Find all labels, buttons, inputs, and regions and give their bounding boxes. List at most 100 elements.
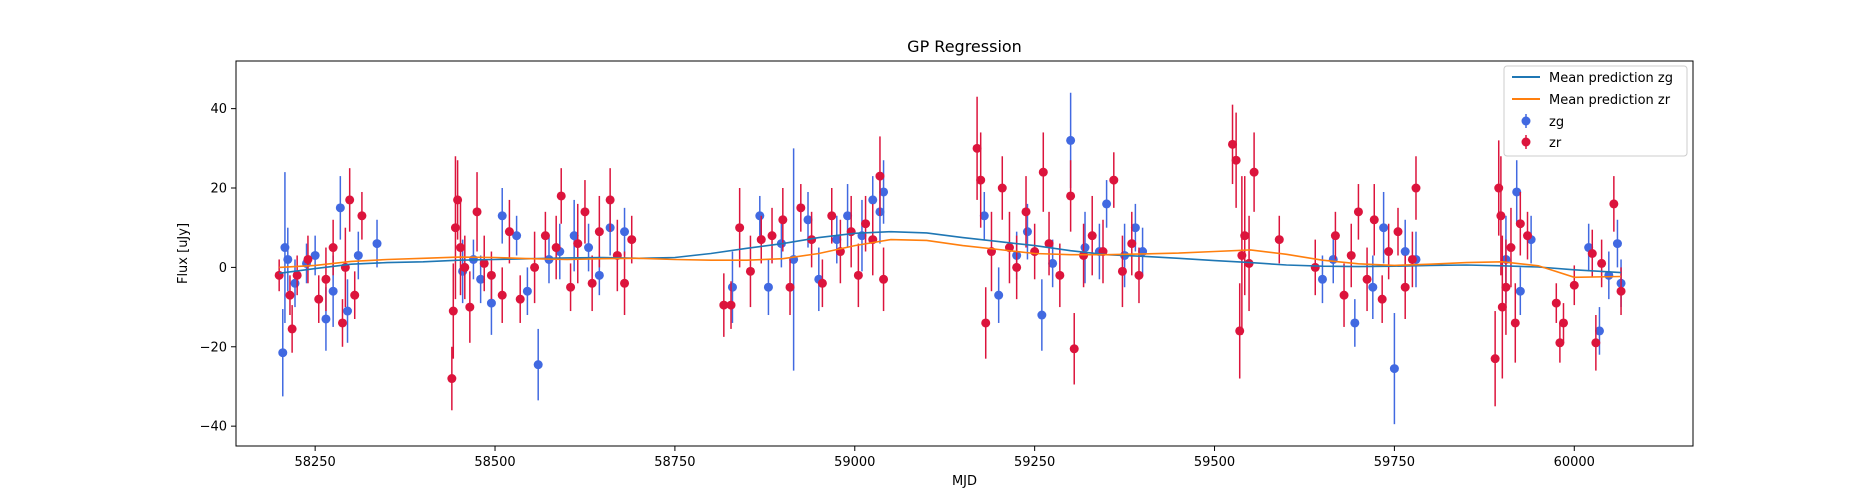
x-tick-label: 58250 [294,455,335,470]
zg-data-point [832,235,842,245]
zr-data-point [827,211,837,221]
chart-title: GP Regression [907,37,1022,56]
zr-data-point [1506,243,1516,253]
zr-data-point [1030,247,1040,257]
zr-data-point [345,195,355,205]
zr-data-point [1012,262,1022,272]
zr-data-point [1609,199,1619,209]
zg-data-point [1350,318,1360,328]
y-tick-label: 20 [210,182,227,197]
zr-data-point [321,274,331,284]
zg-data-point [1512,187,1522,197]
zr-data-point [605,195,615,205]
zr-data-point [460,262,470,272]
zr-data-point [1362,274,1372,284]
zr-data-point [981,318,991,328]
zr-data-point [1117,266,1127,276]
zr-data-point [1134,270,1144,280]
zr-data-point [573,239,583,249]
zr-data-point [1496,211,1506,221]
zg-data-point [335,203,345,213]
zg-data-point [1594,326,1604,336]
zr-data-point [1515,219,1525,229]
zr-data-point [1244,258,1254,268]
zr-data-point [1274,235,1284,245]
zg-data-point [755,211,765,221]
zr-data-point [1021,207,1031,217]
zr-data-point [1069,344,1079,354]
zr-data-point [1400,282,1410,292]
zr-data-point [566,282,576,292]
zr-data-point [337,318,347,328]
zr-data-point [1490,354,1500,364]
zg-data-point [497,211,507,221]
zr-data-point [1510,318,1520,328]
zg-data-point [1368,282,1378,292]
zr-data-point [497,290,507,300]
zr-data-point [448,306,458,316]
zr-data-point [1393,227,1403,237]
zg-data-point [1389,364,1399,374]
zr-data-point [1127,239,1137,249]
zr-data-point [455,243,465,253]
zr-data-point [1310,262,1320,272]
x-tick-label: 59500 [1194,455,1235,470]
zr-data-point [1494,183,1504,193]
zr-data-point [1587,249,1597,258]
zr-data-point [292,270,302,280]
zr-data-point [1523,231,1533,241]
zg-data-point [1048,258,1058,268]
zr-data-point [504,227,514,237]
x-tick-label: 59250 [1014,455,1055,470]
zr-data-point [1407,254,1417,264]
zr-data-point [796,203,806,213]
legend-label-zr: zr [1549,136,1562,151]
zg-data-point [594,270,604,280]
zg-data-point [994,290,1004,300]
zg-data-point [879,187,889,197]
zg-data-point [584,243,594,253]
zg-data-point [310,250,320,260]
zr-data-point [997,183,1007,193]
zr-data-point [1231,155,1241,165]
zr-data-point [785,282,795,292]
zr-data-point [1591,338,1601,348]
zr-data-point [515,294,525,304]
zr-data-point [1228,139,1238,149]
zg-data-point [1604,270,1614,280]
zr-data-point [1369,215,1379,225]
zr-data-point [1377,294,1387,304]
zg-data-point [1379,223,1389,233]
zr-data-point [1411,183,1421,193]
zr-data-point [1597,258,1607,268]
zr-data-point [556,191,566,201]
zg-data-point [283,254,293,264]
zg-data-point [290,278,300,288]
legend-label-mean-zr: Mean prediction zr [1549,93,1671,108]
zg-data-point [1400,247,1410,257]
zr-data-point [287,324,297,334]
zr-data-point [1038,167,1048,177]
y-tick-label: 0 [219,261,227,276]
zr-data-point [472,207,482,217]
zg-data-point [1612,239,1622,249]
zr-data-point [1569,280,1579,290]
zg-data-point [1328,254,1338,264]
zg-data-point [278,348,288,358]
zr-data-point [285,290,295,300]
zr-data-point [726,300,736,310]
legend-zg-marker [1521,116,1531,126]
plot-area-frame [235,60,1694,447]
zr-data-point [447,374,457,384]
zr-data-point [1558,318,1568,328]
y-axis-label: Flux [uJy] [176,223,191,284]
zr-data-point [972,143,982,153]
zr-data-point [479,258,489,268]
zr-data-point [735,223,745,233]
zg-data-point [522,286,532,296]
zr-data-point [817,278,827,288]
y-axis: −40 −20 0 20 40 [200,102,236,435]
zr-data-point [580,207,590,217]
zg-data-point [1317,274,1327,284]
zr-data-point [328,243,338,253]
